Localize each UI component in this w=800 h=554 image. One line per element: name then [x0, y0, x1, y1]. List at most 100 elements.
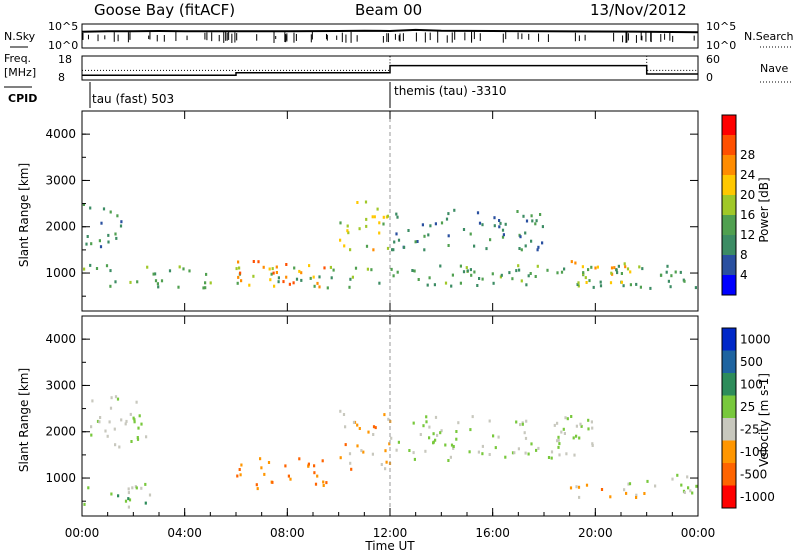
nave-label: Nave — [760, 62, 788, 75]
power-cell — [594, 266, 597, 270]
power-cell — [82, 203, 85, 206]
velocity-cell — [339, 409, 342, 413]
velocity-cell — [298, 457, 301, 461]
power-cell — [414, 240, 417, 244]
power-cell — [516, 210, 519, 213]
velocity-cell — [556, 439, 559, 443]
velocity-cell — [635, 496, 638, 499]
velocity-cell — [385, 460, 388, 464]
power-cell — [365, 217, 368, 221]
power-cell — [585, 281, 588, 284]
velocity-cell — [83, 502, 86, 506]
power-cell — [493, 216, 496, 220]
power-cell — [556, 271, 559, 275]
velocity-cell — [524, 451, 527, 455]
velocity-cell — [91, 399, 94, 403]
velocity-cell — [578, 436, 581, 440]
velocity-colorbar-swatch — [722, 463, 736, 486]
power-cell — [397, 238, 401, 242]
velocity-cell — [313, 464, 316, 468]
velocity-cell — [145, 435, 148, 439]
power-cell — [462, 270, 466, 274]
power-cell — [417, 278, 420, 281]
power-cell — [348, 285, 351, 289]
velocity-cell — [449, 455, 452, 459]
power-cell — [177, 285, 180, 289]
power-cell — [382, 215, 385, 219]
velocity-cell — [267, 461, 271, 464]
power-cell — [499, 275, 502, 279]
velocity-colorbar-tick: -25 — [740, 422, 760, 436]
velocity-cell — [447, 459, 450, 462]
power-cell — [466, 269, 469, 273]
power-cell — [114, 232, 117, 236]
velocity-cell — [562, 427, 565, 431]
velocity-cell — [587, 427, 590, 431]
velocity-cell — [575, 485, 578, 489]
power-cell — [511, 277, 514, 281]
velocity-cell — [428, 436, 431, 440]
velocity-colorbar-swatch — [722, 418, 736, 441]
velocity-cell — [116, 397, 120, 401]
velocity-colorbar-label: Velocity [m s-1] — [757, 373, 771, 467]
velocity-cell — [521, 422, 524, 426]
velocity-cell — [497, 435, 500, 439]
power-cell — [641, 267, 644, 271]
velocity-cell — [342, 413, 346, 416]
velocity-cell — [383, 413, 386, 417]
velocity-cell — [137, 426, 140, 430]
power-cell — [444, 281, 448, 285]
velocity-cell — [127, 491, 130, 495]
power-cell — [462, 228, 466, 231]
power-cell — [238, 266, 241, 270]
velocity-cell — [687, 486, 690, 490]
velocity-cell — [287, 474, 290, 478]
velocity-cell — [114, 443, 117, 447]
power-cell — [491, 272, 494, 276]
velocity-cell — [434, 415, 438, 419]
velocity-cell — [524, 436, 528, 440]
power-cell — [365, 224, 368, 228]
power-cell — [182, 267, 185, 271]
power-cell — [252, 274, 255, 278]
beam-title: Beam 00 — [355, 1, 422, 19]
power-cell — [156, 282, 159, 286]
power-cell — [622, 284, 625, 288]
power-cell — [116, 214, 119, 218]
velocity-cell — [557, 445, 560, 449]
velocity-cell — [444, 443, 447, 447]
velocity-cell — [515, 420, 518, 424]
velocity-cell — [371, 452, 374, 456]
power-cell — [620, 280, 623, 284]
power-cell — [282, 280, 285, 284]
velocity-cell — [623, 488, 626, 492]
power-cell — [99, 245, 103, 249]
power-y-axis: 1000 2000 3000 4000 — [45, 110, 698, 297]
velocity-cell — [671, 477, 674, 481]
power-cell — [588, 279, 591, 283]
velocity-cell — [120, 418, 123, 422]
power-cell — [323, 266, 326, 270]
power-cell — [434, 222, 437, 226]
power-cell — [527, 274, 530, 278]
power-cell — [508, 271, 511, 275]
power-cell — [98, 239, 101, 243]
power-cell — [469, 268, 472, 272]
power-cell — [285, 263, 288, 266]
power-cell — [639, 285, 642, 289]
velocity-cell — [550, 450, 554, 454]
power-cell — [534, 275, 537, 278]
power-cell — [366, 267, 369, 271]
power-cell — [582, 271, 585, 275]
power-cell — [613, 266, 616, 270]
velocity-cell — [689, 489, 692, 493]
velocity-cell — [256, 487, 259, 491]
power-cell — [386, 246, 390, 250]
power-cell — [584, 276, 587, 280]
power-cell — [694, 286, 697, 290]
power-cell — [376, 207, 379, 211]
power-cell — [525, 283, 528, 287]
velocity-colorbar-swatch — [722, 395, 736, 418]
power-cell — [105, 264, 109, 268]
x-tick-label: 16:00 — [475, 526, 510, 540]
